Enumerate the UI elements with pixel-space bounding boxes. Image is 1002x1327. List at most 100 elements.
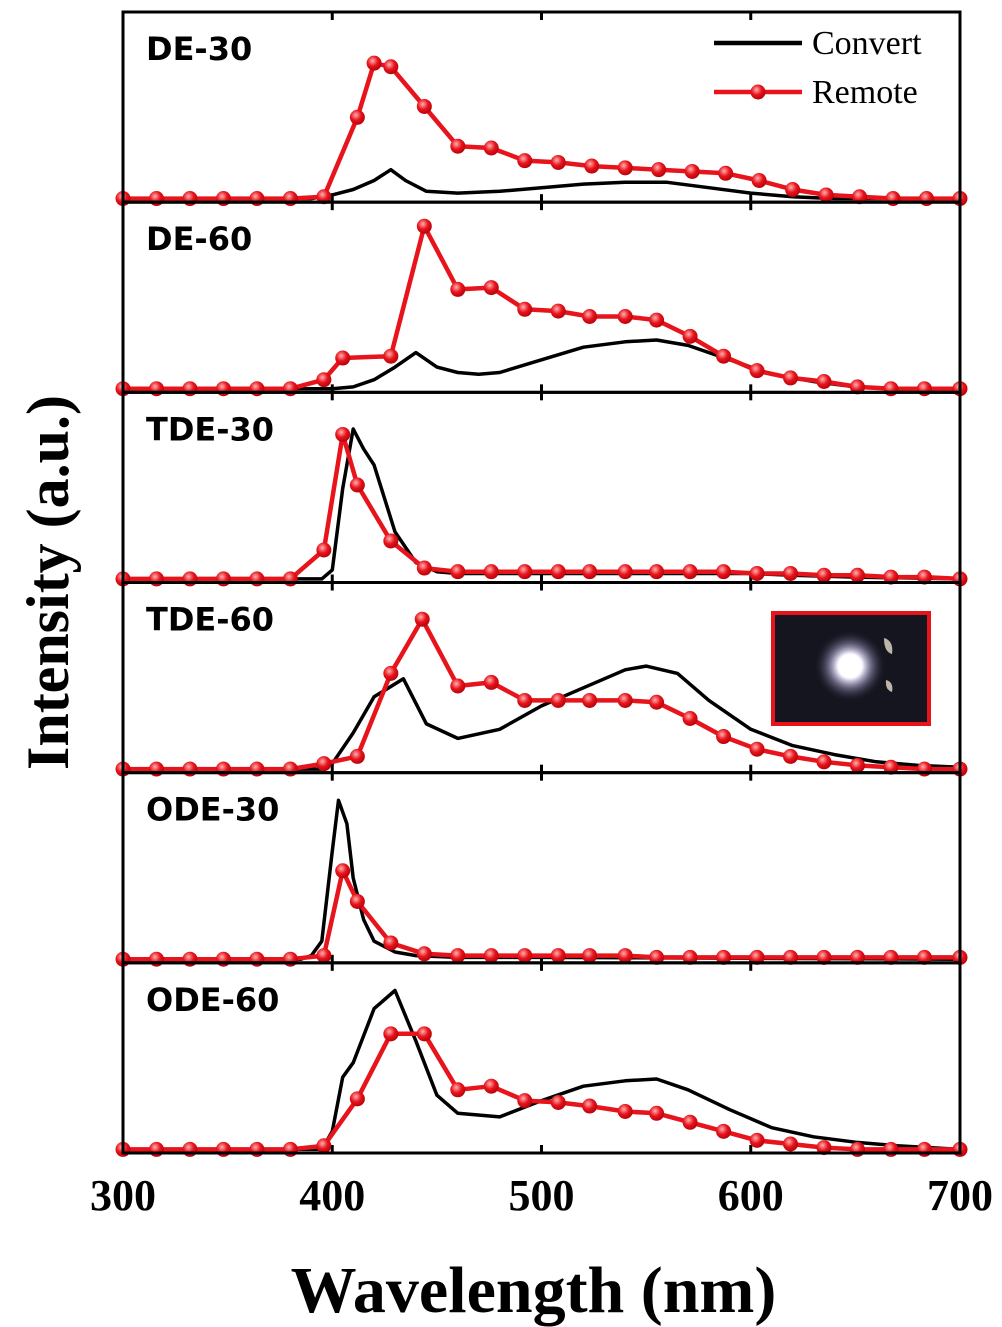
marker	[182, 381, 198, 397]
marker	[749, 741, 765, 757]
marker	[148, 571, 164, 587]
spectrum-line	[123, 427, 961, 581]
marker	[716, 949, 732, 965]
marker	[749, 565, 765, 581]
marker	[916, 569, 932, 585]
inset-photo	[771, 611, 931, 726]
marker	[883, 1141, 899, 1157]
marker	[783, 565, 799, 581]
marker	[483, 564, 499, 580]
marker	[349, 477, 365, 493]
marker	[517, 692, 533, 708]
marker	[617, 309, 633, 324]
spectrum-line	[123, 988, 961, 1152]
marker	[383, 1026, 399, 1042]
marker	[282, 1141, 298, 1157]
marker	[249, 191, 265, 207]
marker	[249, 951, 265, 967]
marker	[416, 560, 432, 576]
marker	[816, 754, 832, 770]
marker	[215, 761, 231, 777]
marker	[148, 381, 164, 397]
marker	[282, 571, 298, 587]
marker	[383, 533, 399, 549]
marker	[316, 756, 332, 772]
marker	[883, 569, 899, 585]
marker	[718, 165, 734, 181]
marker	[517, 1093, 533, 1109]
marker	[517, 301, 533, 317]
marker	[517, 948, 533, 964]
marker	[584, 158, 600, 174]
marker	[550, 1094, 566, 1110]
marker	[416, 1026, 432, 1042]
marker	[716, 564, 732, 580]
marker	[682, 1114, 698, 1130]
marker	[550, 564, 566, 580]
marker	[818, 187, 834, 203]
y-axis-title: Intensity (a.u.)	[15, 395, 81, 770]
marker	[249, 1141, 265, 1157]
marker	[816, 949, 832, 965]
marker	[783, 1136, 799, 1152]
marker	[215, 381, 231, 397]
marker	[783, 748, 799, 764]
marker	[316, 1138, 332, 1154]
marker	[282, 381, 298, 397]
marker	[716, 729, 732, 745]
marker	[916, 761, 932, 777]
legend-marker	[750, 84, 766, 100]
marker	[883, 949, 899, 965]
marker	[416, 946, 432, 962]
spectrum-line	[123, 1031, 960, 1152]
marker	[919, 191, 935, 207]
marker	[316, 372, 332, 388]
marker	[335, 863, 351, 879]
marker	[582, 1098, 598, 1114]
marker	[383, 665, 399, 681]
marker	[550, 692, 566, 708]
spectrum-line	[123, 167, 960, 201]
marker	[316, 948, 332, 964]
marker	[215, 191, 231, 207]
marker	[349, 893, 365, 909]
marker	[816, 374, 832, 389]
spectrum-line	[123, 664, 961, 771]
marker	[349, 1091, 365, 1107]
marker	[849, 757, 865, 773]
marker	[182, 191, 198, 207]
marker	[416, 218, 432, 234]
marker	[450, 281, 466, 297]
marker	[450, 948, 466, 964]
x-tick-label: 600	[718, 1171, 784, 1220]
marker	[716, 348, 732, 364]
x-tick-label: 300	[90, 1171, 156, 1220]
marker	[885, 191, 901, 207]
marker	[550, 303, 566, 319]
marker	[649, 1105, 665, 1121]
legend-label: Remote	[812, 74, 918, 111]
marker	[517, 153, 533, 169]
x-tick-label: 400	[299, 1171, 365, 1220]
marker	[182, 951, 198, 967]
marker	[316, 189, 332, 205]
marker	[684, 163, 700, 179]
marker	[416, 98, 432, 114]
marker	[849, 379, 865, 395]
marker	[182, 1141, 198, 1157]
marker	[582, 692, 598, 708]
panel-label: DE-60	[146, 220, 252, 258]
marker	[617, 1103, 633, 1119]
marker	[414, 611, 430, 627]
marker	[383, 348, 399, 364]
marker	[550, 154, 566, 170]
marker	[783, 949, 799, 965]
marker	[517, 564, 533, 580]
marker	[883, 759, 899, 775]
marker	[849, 949, 865, 965]
marker	[383, 935, 399, 951]
marker	[617, 160, 633, 176]
marker	[335, 350, 351, 366]
panel-label: TDE-30	[146, 410, 274, 448]
